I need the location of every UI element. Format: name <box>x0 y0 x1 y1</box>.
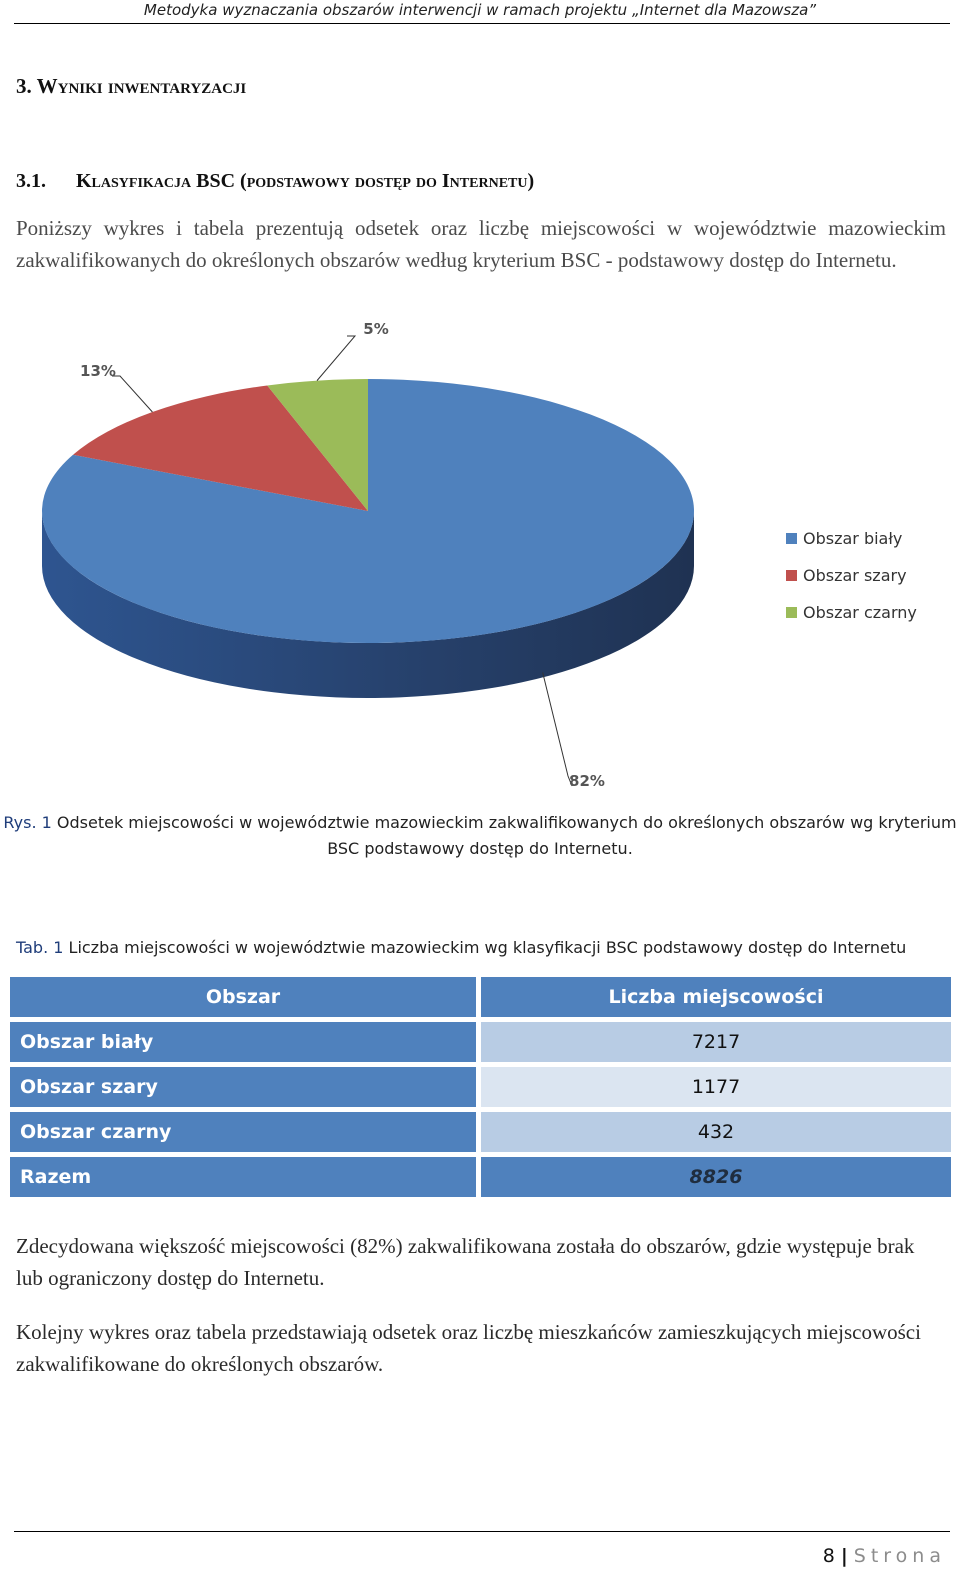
table-header-row: Obszar Liczba miejscowości <box>10 977 951 1017</box>
legend-swatch <box>786 570 797 581</box>
row-label: Obszar czarny <box>10 1112 476 1152</box>
table-header-count: Liczba miejscowości <box>481 977 951 1017</box>
table-row: Obszar czarny 432 <box>10 1112 951 1152</box>
page-number: 8 <box>822 1545 835 1567</box>
pie-side-obszar-bialy <box>42 511 694 698</box>
page-footer: 8 | Strona <box>823 1545 946 1567</box>
table-header-area: Obszar <box>10 977 476 1017</box>
table-total-row: Razem 8826 <box>10 1157 951 1197</box>
pie-leader-lines <box>112 335 573 787</box>
figure-caption: Rys. 1 Odsetek miejscowości w województw… <box>0 810 960 862</box>
summary-paragraph: Zdecydowana większość miejscowości (82%)… <box>16 1234 915 1290</box>
pie-leader-line <box>316 335 357 381</box>
table-caption-text: Liczba miejscowości w województwie mazow… <box>63 938 907 957</box>
table-caption-lead: Tab. 1 <box>16 938 64 957</box>
subsection-number: 3.1. <box>16 170 46 192</box>
figure-caption-lead: Rys. 1 <box>3 813 52 832</box>
pie-leader-line <box>112 375 153 413</box>
row-value: 432 <box>481 1112 951 1152</box>
row-label: Obszar biały <box>10 1022 476 1062</box>
footer-word: Strona <box>853 1545 946 1567</box>
section-title: 3. Wyniki inwentaryzacji <box>16 74 247 98</box>
pie-leader-line <box>542 672 573 787</box>
footer-divider <box>14 1531 950 1532</box>
legend-entry: Obszar czarny <box>803 603 917 622</box>
table-row: Obszar szary 1177 <box>10 1067 951 1107</box>
footer-separator: | <box>840 1545 848 1567</box>
total-value: 8826 <box>481 1157 951 1197</box>
intro-paragraph: Poniższy wykres i tabela prezentują odse… <box>16 216 946 272</box>
subsection-title-text: Klasyfikacja BSC (podstawowy dostęp do I… <box>76 170 535 192</box>
pie-legend: Obszar biały Obszar szary Obszar czarny <box>786 529 917 622</box>
legend-entry: Obszar szary <box>803 566 907 585</box>
next-paragraph: Kolejny wykres oraz tabela przedstawiają… <box>16 1320 921 1376</box>
row-value: 7217 <box>481 1022 951 1062</box>
pie-data-label: 13% <box>80 362 116 380</box>
pie-data-label: 5% <box>363 320 388 338</box>
pie-slice-obszar-czarny <box>267 379 368 511</box>
pie-slice-obszar-szary <box>73 385 369 511</box>
figure-caption-text: Odsetek miejscowości w województwie mazo… <box>51 813 957 858</box>
data-table: Obszar Liczba miejscowości Obszar biały … <box>5 972 956 1202</box>
pie-slices <box>41 379 694 643</box>
table-row: Obszar biały 7217 <box>10 1022 951 1062</box>
pie-sides <box>42 511 694 698</box>
header-divider <box>14 23 950 24</box>
subsection-title: 3.1. Klasyfikacja BSC (podstawowy dostęp … <box>16 170 534 193</box>
page-header: Metodyka wyznaczania obszarów interwencj… <box>143 1 817 19</box>
pie-slice-obszar-bialy <box>41 379 694 643</box>
table-caption: Tab. 1 Liczba miejscowości w województwi… <box>16 938 906 957</box>
row-label: Obszar szary <box>10 1067 476 1107</box>
legend-entry: Obszar biały <box>803 529 902 548</box>
pie-data-labels: 82% 13% 5% <box>80 320 605 790</box>
legend-swatch <box>786 533 797 544</box>
pie-data-label: 82% <box>569 772 605 790</box>
row-value: 1177 <box>481 1067 951 1107</box>
legend-swatch <box>786 607 797 618</box>
total-label: Razem <box>10 1157 476 1197</box>
